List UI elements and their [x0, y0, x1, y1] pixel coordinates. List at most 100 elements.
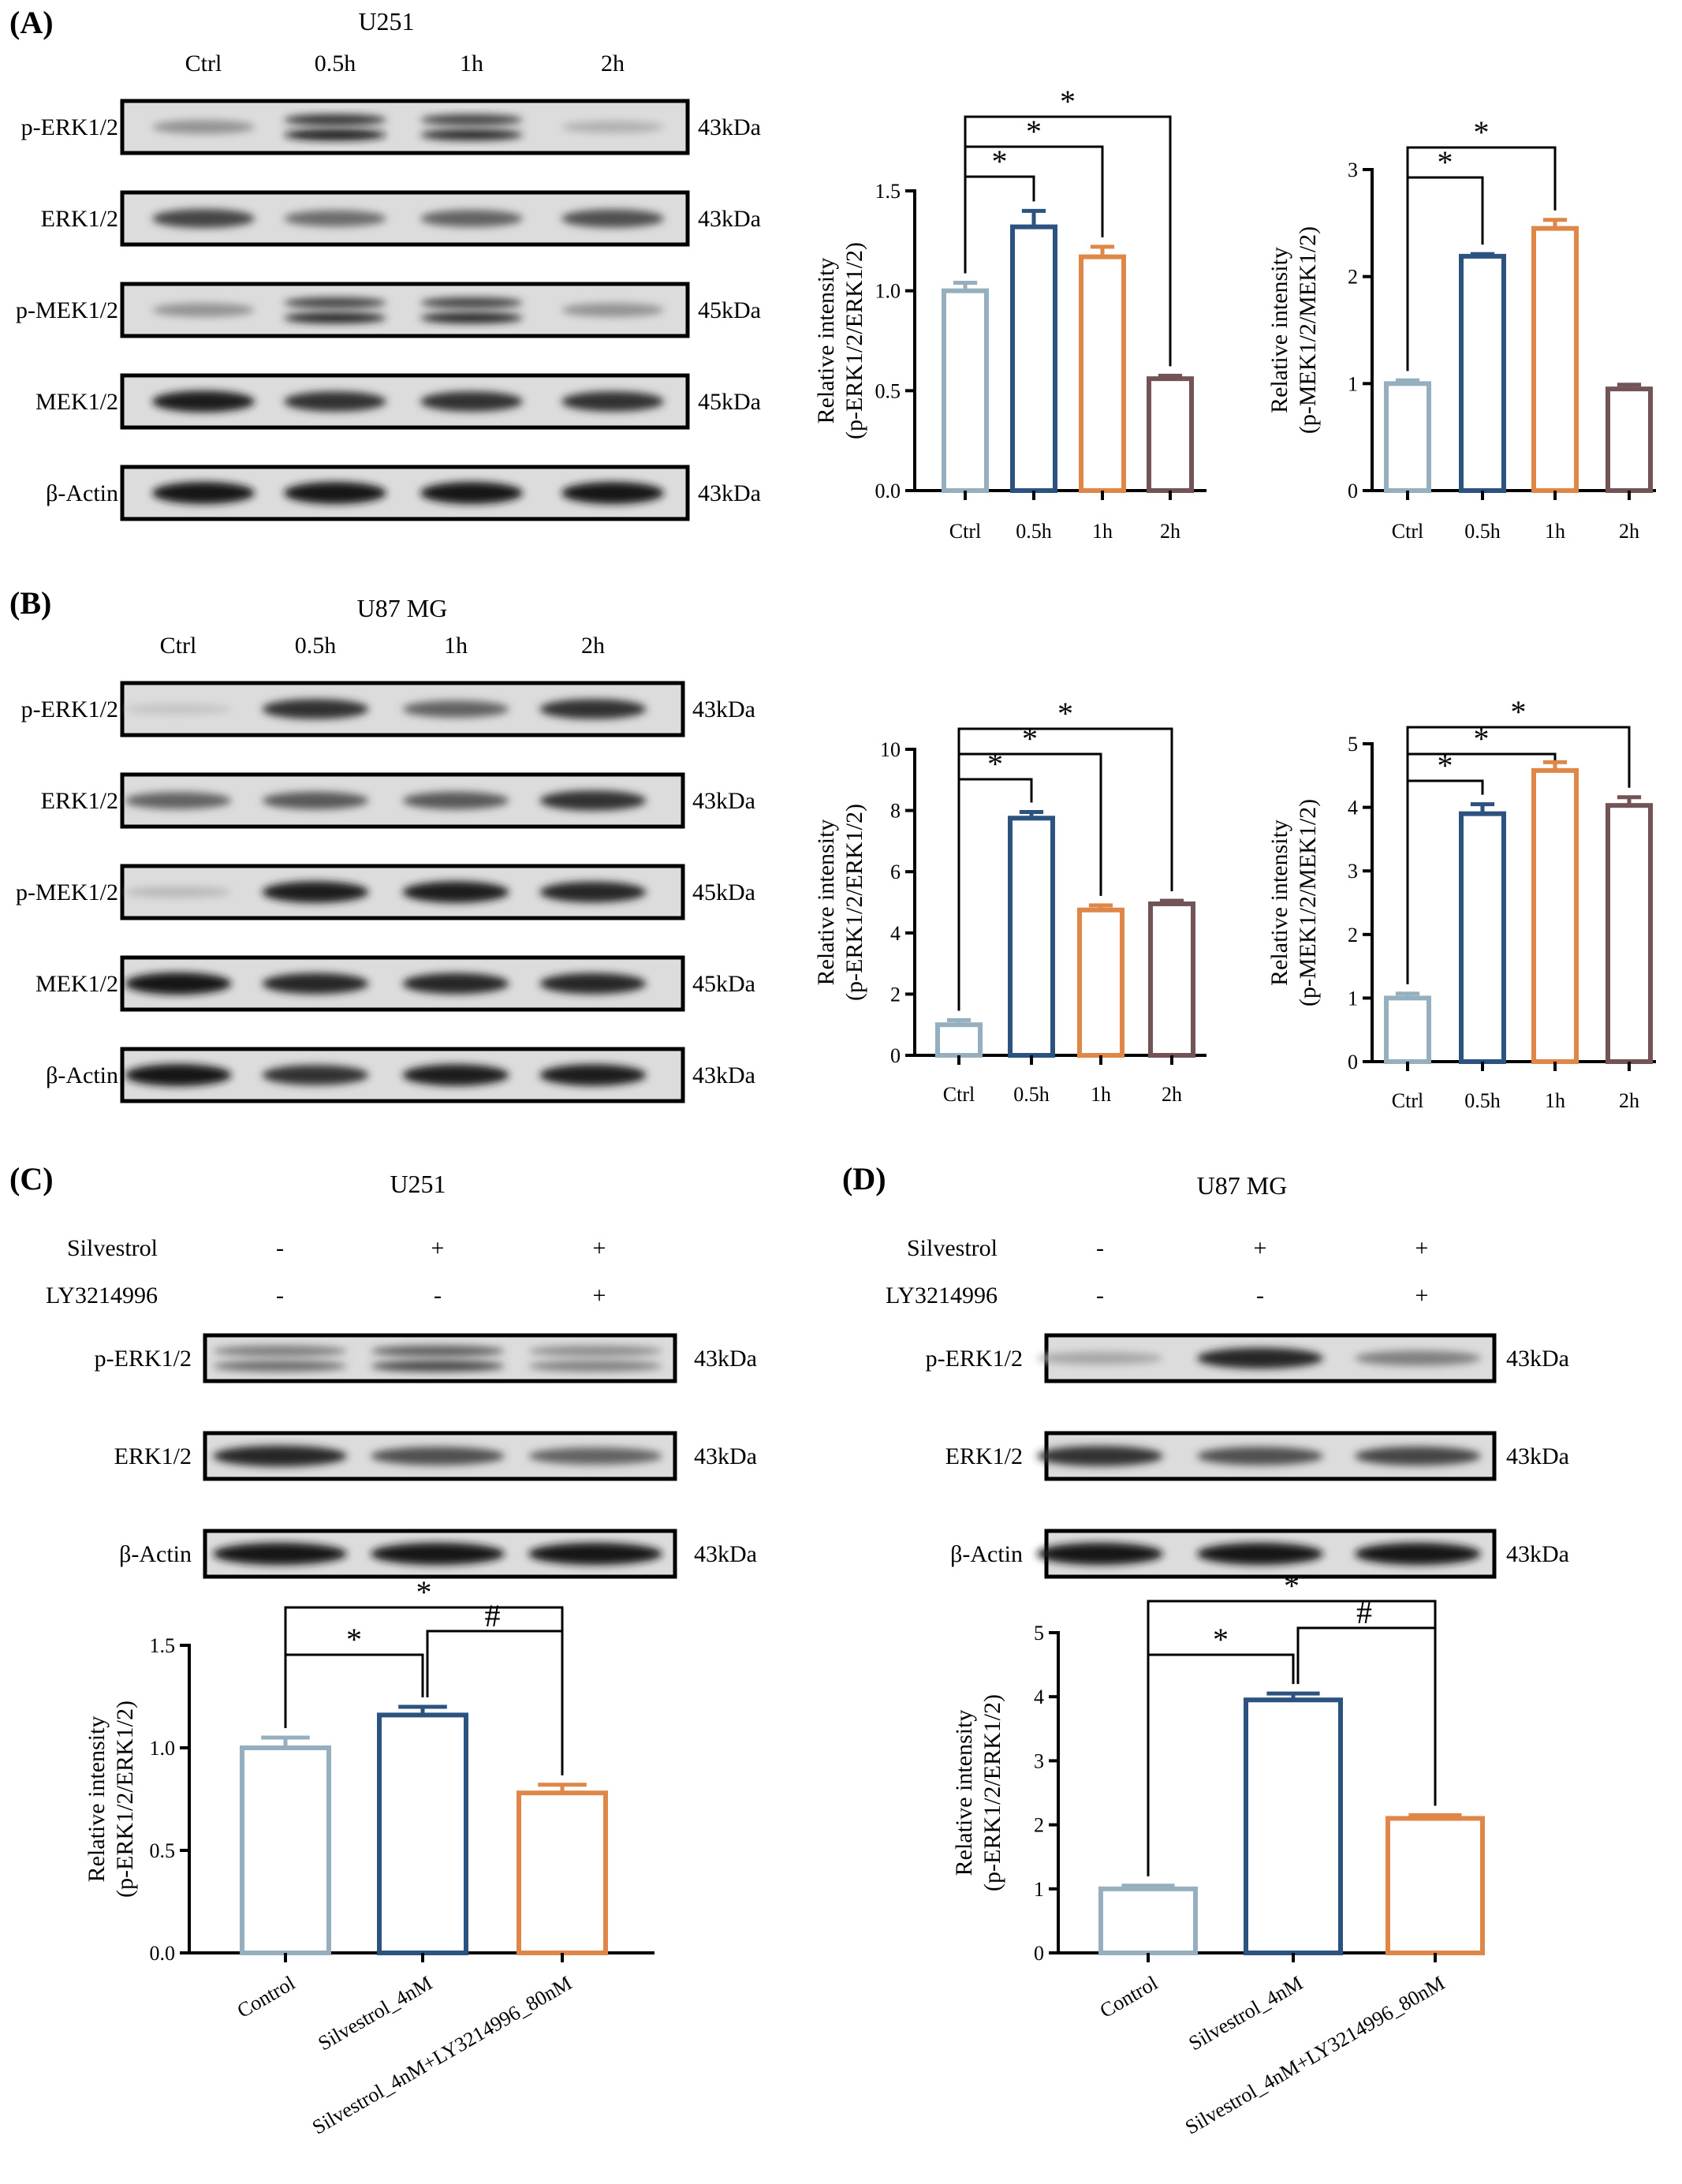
- panel-d-western-blot: p-ERK1/2 43kDa ERK1/2 43kDa β-Actin 43kDa: [926, 1333, 1569, 1579]
- x-tick-label: 2h: [1162, 1083, 1182, 1106]
- y-axis-label-line1: Relative intensity: [84, 1716, 110, 1883]
- protein-label: ERK1/2: [114, 1443, 192, 1469]
- blot-row-b-0: p-ERK1/2 43kDa: [21, 681, 755, 737]
- band: [371, 1361, 505, 1372]
- kda-label: 45kDa: [692, 879, 755, 905]
- y-tick-label: 0.0: [150, 1942, 176, 1965]
- treatment-sign: -: [276, 1282, 284, 1309]
- blot-row-b-4: β-Actin 43kDa: [46, 1047, 755, 1103]
- blot-row-c-0: p-ERK1/2 43kDa: [95, 1333, 757, 1383]
- blot-row-a-2: p-MEK1/2 45kDa: [16, 282, 761, 338]
- band: [152, 209, 255, 228]
- protein-label: β-Actin: [46, 1062, 118, 1088]
- band: [420, 312, 523, 323]
- significance-mark: *: [1284, 1568, 1300, 1603]
- treatment-sign: -: [1096, 1282, 1104, 1309]
- x-tick-label: Silvestrol_4nM: [1184, 1971, 1307, 2055]
- lane-label-a-2: 1h: [460, 50, 483, 77]
- bracket-line: [284, 1606, 564, 1775]
- bar-c1-1: [377, 1712, 468, 1955]
- y-tick-label: 5: [1348, 733, 1358, 756]
- y-tick-label: 0.5: [875, 379, 901, 402]
- bar-a1-3: [1147, 376, 1194, 493]
- band: [284, 482, 386, 504]
- bar-b1-3: [1148, 901, 1195, 1058]
- panel-b-cell-line: U87 MG: [357, 594, 448, 622]
- bar-b2-1: [1459, 811, 1506, 1065]
- y-tick-label: 6: [890, 861, 901, 883]
- x-tick-label: Ctrl: [1392, 520, 1423, 543]
- y-tick-label: 2: [1348, 266, 1358, 289]
- kda-label: 43kDa: [698, 114, 761, 140]
- band: [1355, 1350, 1481, 1366]
- chart-d-perk: 0 1 2 3 4 5 Relative intensity (p-ERK1/2/ERK1/2…: [951, 1568, 1485, 2139]
- y-tick-label: 1.0: [150, 1737, 176, 1760]
- blot-row-a-1: ERK1/2 43kDa: [41, 190, 761, 247]
- kda-label: 45kDa: [698, 297, 761, 323]
- band: [539, 790, 647, 811]
- band: [402, 791, 509, 810]
- band: [420, 391, 523, 412]
- treatment-sign: -: [434, 1282, 442, 1309]
- treatment-sign: +: [593, 1282, 606, 1309]
- blot-row-b-1: ERK1/2 43kDa: [41, 772, 755, 829]
- bar-a1-0: [942, 288, 989, 493]
- treatment-sign: +: [431, 1235, 445, 1261]
- blot-row-d-1: ERK1/2 43kDa: [945, 1431, 1569, 1481]
- band: [539, 1064, 647, 1086]
- y-tick-label: 4: [1348, 797, 1358, 819]
- y-axis-label: Relative intensity (p-ERK1/2/ERK1/2): [813, 242, 867, 439]
- treatment-sign: -: [1256, 1282, 1264, 1309]
- significance-mark: *: [1474, 721, 1490, 756]
- y-axis-label-line2: (p-MEK1/2/MEK1/2): [1295, 226, 1321, 434]
- panel-d-label: (D): [842, 1161, 886, 1197]
- blot-row-b-3: MEK1/2 45kDa: [35, 955, 755, 1012]
- treatment-sign: +: [593, 1235, 606, 1261]
- x-tick-label: 2h: [1619, 520, 1639, 543]
- bar-a1-1: [1010, 224, 1057, 493]
- y-tick-label: 1.5: [150, 1634, 176, 1657]
- kda-label: 43kDa: [692, 788, 755, 814]
- band: [420, 482, 523, 504]
- protein-label: p-ERK1/2: [21, 696, 118, 722]
- y-axis-label-line1: Relative intensity: [813, 819, 839, 986]
- treatment-name: Silvestrol: [67, 1235, 158, 1261]
- band: [262, 699, 369, 719]
- significance-mark: *: [1060, 84, 1076, 119]
- x-tick-label: Ctrl: [943, 1083, 975, 1106]
- y-tick-label: 0: [890, 1044, 901, 1067]
- protein-label: p-ERK1/2: [21, 114, 118, 140]
- band: [561, 303, 664, 317]
- protein-label: β-Actin: [46, 480, 118, 506]
- band: [125, 973, 232, 995]
- protein-label: p-MEK1/2: [16, 297, 118, 323]
- treatment-name: Silvestrol: [907, 1235, 998, 1261]
- protein-label: ERK1/2: [41, 206, 118, 232]
- band: [262, 791, 369, 810]
- significance-mark: #: [485, 1598, 501, 1633]
- blot-row-c-1: ERK1/2 43kDa: [114, 1431, 757, 1481]
- significance-mark: *: [1511, 694, 1527, 730]
- band: [561, 209, 664, 228]
- bracket-line: [1147, 1600, 1437, 1876]
- chart-a-perk: 0.0 0.5 1.0 1.5 Relative intensity (p-ERK1/2/…: [813, 84, 1206, 543]
- x-tick-label: 2h: [1619, 1089, 1639, 1112]
- bar-a2-2: [1531, 226, 1579, 493]
- band: [539, 699, 647, 719]
- x-tick-label: 2h: [1160, 520, 1180, 543]
- y-tick-label: 10: [880, 738, 901, 761]
- y-tick-label: 1.0: [875, 280, 901, 303]
- significance-bracket: *: [1147, 1568, 1437, 1876]
- band: [371, 1447, 505, 1465]
- blot-row-b-2: p-MEK1/2 45kDa: [16, 864, 755, 920]
- treatment-name: LY3214996: [886, 1282, 998, 1309]
- y-axis-label-line2: (p-ERK1/2/ERK1/2): [979, 1694, 1005, 1891]
- band: [262, 881, 369, 903]
- x-tick-label: Silvestrol_4nM+LY3214996_80nM: [308, 1971, 576, 2138]
- significance-mark: *: [992, 144, 1008, 179]
- y-axis-label-line2: (p-MEK1/2/MEK1/2): [1295, 799, 1321, 1006]
- protein-label: p-ERK1/2: [95, 1346, 192, 1372]
- panel-c-label: (C): [9, 1161, 54, 1197]
- band: [528, 1543, 662, 1565]
- band: [213, 1445, 347, 1467]
